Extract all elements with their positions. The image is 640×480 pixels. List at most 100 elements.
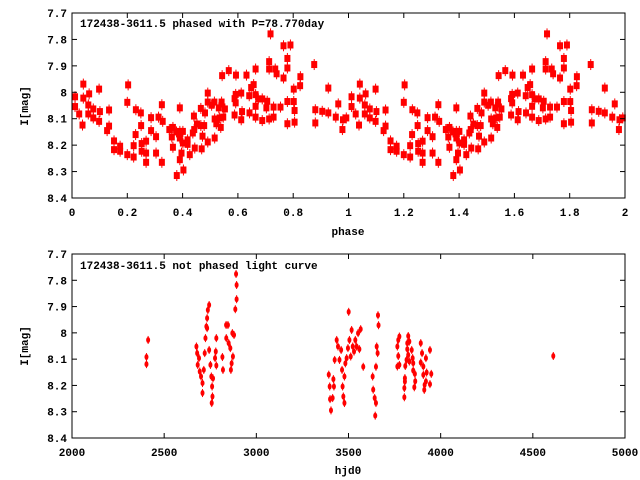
data-point [290,85,297,93]
data-point [217,123,224,131]
data-point [169,143,176,151]
data-point [413,378,418,385]
data-point [514,89,521,97]
data-point [595,107,602,115]
data-point [563,41,570,49]
data-point [540,97,547,105]
y-tick-label: 7.7 [47,9,67,21]
data-point [411,360,416,367]
data-point [474,122,481,130]
data-point [80,80,87,88]
plot-title: 172438-3611.5 phased with P=78.770day [80,19,325,31]
data-point [347,336,352,343]
data-point [481,98,488,106]
data-point [96,117,103,125]
x-tick-label: 0.4 [173,208,193,220]
data-point [542,115,549,123]
data-point [243,71,250,79]
data-point [553,103,560,111]
data-point [125,81,132,89]
data-point [429,370,434,377]
data-point [111,137,118,145]
data-point [409,346,414,353]
data-point [148,127,155,135]
data-point [201,122,208,130]
plot-title: 172438-3611.5 not phased light curve [80,261,318,273]
data-point [144,361,149,368]
data-point [560,54,567,62]
data-point [225,67,232,75]
data-point [529,91,536,99]
data-point [514,116,521,124]
data-point [573,73,580,81]
data-point [414,109,421,117]
data-point [264,97,271,105]
data-point [284,120,291,128]
unphased-light-curve-plot: 172438-3611.5 not phased light curve hjd… [20,250,638,478]
data-point [395,343,400,350]
data-point [219,72,226,80]
data-point [414,122,421,130]
data-point [203,335,208,342]
y-tick-label: 8 [60,88,67,100]
data-point [200,380,205,387]
data-point [352,348,357,355]
data-point [488,134,495,142]
data-point [252,113,259,121]
data-point [509,99,516,107]
data-point [508,95,515,103]
data-point [422,381,427,388]
data-point [356,330,361,337]
data-point [406,333,411,340]
data-point [453,104,460,112]
data-point [519,71,526,79]
data-point [270,103,277,111]
data-point [551,352,556,359]
data-point [542,65,549,73]
data-point [400,151,407,159]
data-point [567,85,574,93]
data-point [199,132,206,140]
data-point [356,121,363,129]
data-point [209,400,214,407]
x-tick-label: 5000 [612,448,638,460]
data-point [250,81,257,89]
data-point [454,149,461,157]
data-point [346,308,351,315]
data-point [357,346,362,353]
data-point [527,81,534,89]
data-point [475,145,482,153]
data-point [205,315,210,322]
data-point [402,385,407,392]
x-tick-label: 1 [345,208,352,220]
data-point [153,149,160,157]
data-point [228,345,233,352]
y-tick-label: 8.4 [47,194,67,206]
data-point [489,120,496,128]
data-point [450,128,457,136]
data-point [611,100,618,108]
data-point [270,113,277,121]
data-point [619,114,626,122]
data-point [266,58,273,66]
data-point [144,354,149,361]
data-point [409,106,416,114]
data-point [339,116,346,124]
data-point [210,393,215,400]
data-point [159,117,166,125]
data-point [220,354,225,361]
data-point [173,128,180,136]
data-point [488,115,495,123]
data-point [328,407,333,414]
data-point [297,73,304,81]
x-tick-label: 1.4 [449,208,469,220]
data-point [168,133,175,141]
data-point [588,106,595,114]
data-point [547,103,554,111]
data-point [311,61,318,69]
data-point [601,84,608,92]
data-point [372,85,379,93]
data-point [166,126,173,134]
data-point [366,114,373,122]
